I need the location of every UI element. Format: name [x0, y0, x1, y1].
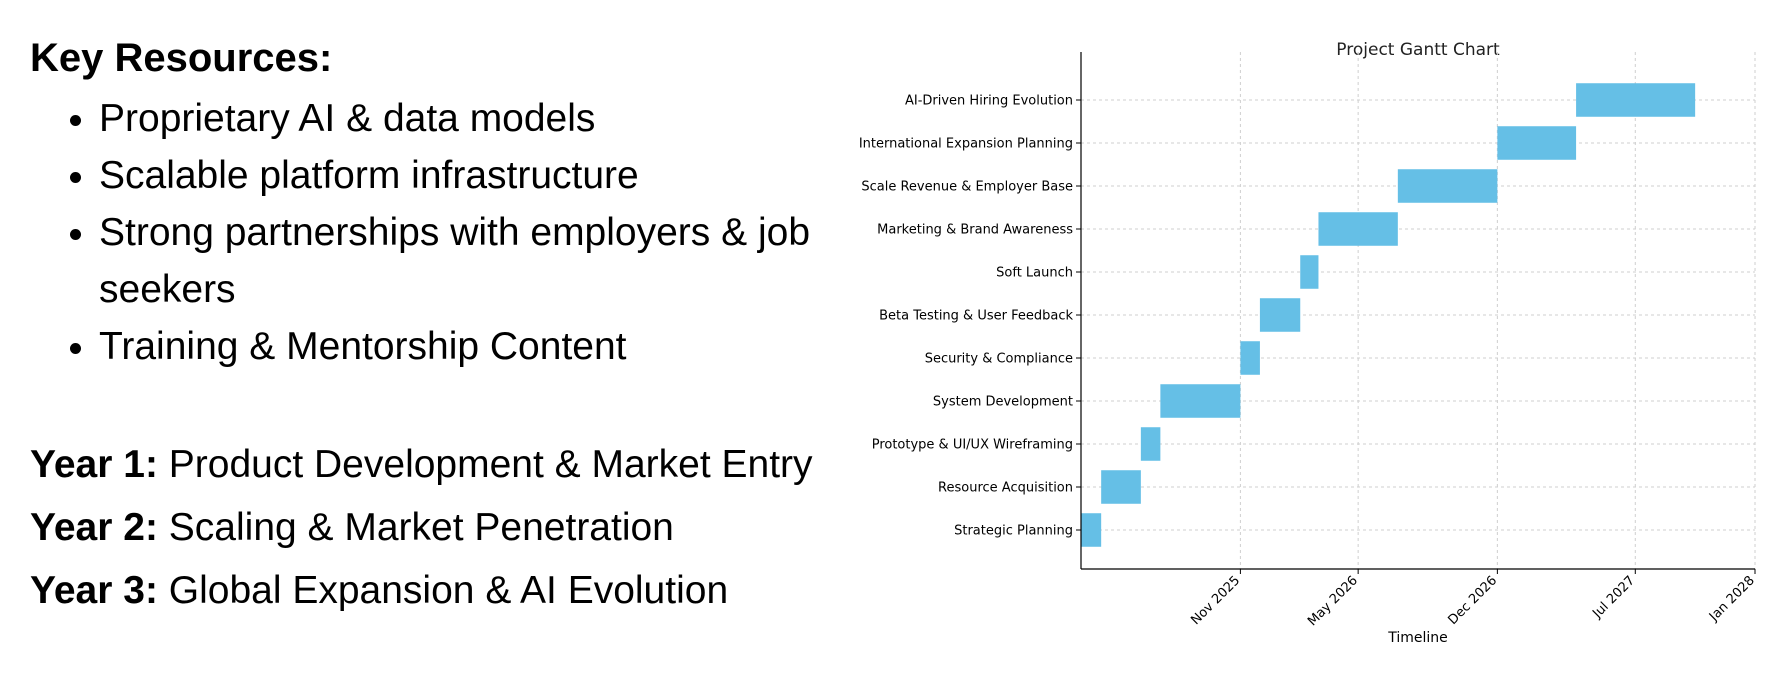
y-tick-label: Scale Revenue & Employer Base [861, 180, 1073, 195]
gantt-bar [1318, 212, 1398, 246]
y-tick-label: Beta Testing & User Feedback [879, 309, 1073, 324]
gantt-bar [1081, 513, 1102, 547]
list-item: Scalable platform infrastructure [99, 147, 860, 204]
chart-title: Project Gantt Chart [1336, 40, 1500, 60]
x-tick-label: Dec 2026 [1445, 573, 1500, 628]
y-tick-label: AI-Driven Hiring Evolution [905, 94, 1073, 109]
key-resources-section: Key Resources: Proprietary AI & data mod… [30, 30, 860, 375]
y-tick-label: System Development [933, 395, 1073, 410]
gantt-bar [1160, 384, 1241, 418]
list-item: Strong partnerships with employers & job… [99, 204, 860, 318]
x-tick-label: Jan 2028 [1706, 573, 1758, 625]
y-tick-label: International Expansion Planning [859, 137, 1073, 152]
year-text: Product Development & Market Entry [168, 443, 813, 486]
year-label: Year 2: [30, 506, 158, 549]
y-tick-label: Security & Compliance [925, 352, 1073, 367]
x-tick-label: May 2026 [1305, 573, 1361, 629]
y-tick-label: Strategic Planning [954, 524, 1073, 539]
gantt-chart: Project Gantt Chart Strategic Planning Res… [859, 40, 1758, 646]
gantt-bar [1497, 126, 1577, 160]
gantt-bar [1240, 341, 1260, 375]
year-2-line: Year 2: Scaling & Market Penetration [30, 496, 813, 559]
gantt-bar [1101, 470, 1141, 504]
x-axis-label: Timeline [1387, 630, 1448, 646]
list-item: Training & Mentorship Content [99, 318, 860, 375]
y-tick-label: Marketing & Brand Awareness [877, 223, 1073, 238]
key-resources-heading: Key Resources: [30, 36, 333, 80]
x-tick-label: Nov 2025 [1188, 573, 1243, 628]
gantt-bar [1576, 83, 1696, 117]
gantt-bar [1397, 169, 1498, 203]
x-tick-label: Jul 2027 [1589, 573, 1638, 622]
year-label: Year 1: [30, 443, 158, 486]
year-text: Scaling & Market Penetration [168, 506, 674, 549]
gantt-bar [1300, 255, 1319, 289]
gantt-bar [1259, 298, 1301, 332]
y-tick-label: Prototype & UI/UX Wireframing [872, 438, 1073, 453]
y-tick-label: Soft Launch [996, 266, 1073, 281]
key-resources-list: Proprietary AI & data models Scalable pl… [30, 90, 860, 375]
year-roadmap: Year 1: Product Development & Market Ent… [30, 433, 813, 622]
y-tick-label: Resource Acquisition [938, 481, 1073, 496]
list-item: Proprietary AI & data models [99, 90, 860, 147]
year-3-line: Year 3: Global Expansion & AI Evolution [30, 559, 813, 622]
year-text: Global Expansion & AI Evolution [168, 569, 729, 612]
year-1-line: Year 1: Product Development & Market Ent… [30, 433, 813, 496]
year-label: Year 3: [30, 569, 158, 612]
gantt-bar [1140, 427, 1161, 461]
